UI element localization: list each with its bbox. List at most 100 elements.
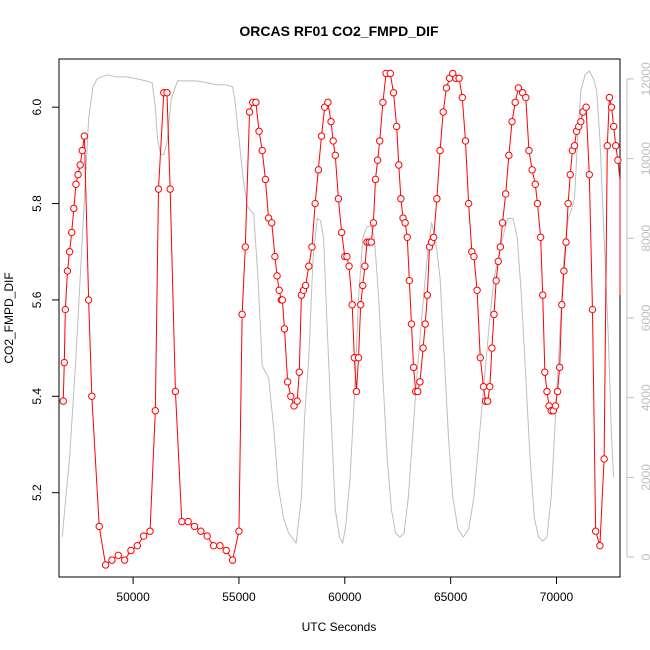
co2-point — [120, 556, 129, 564]
y-axis-label: CO2_FMPD_DIF — [2, 272, 16, 363]
y-tick-label: 5.8 — [30, 195, 44, 212]
co2-point — [558, 301, 566, 309]
co2-point — [356, 301, 365, 309]
co2-point — [533, 199, 542, 208]
x-tick-label: 50000 — [116, 590, 150, 604]
y-tick-label: 5.2 — [30, 484, 44, 501]
co2-point — [582, 103, 590, 111]
co2-point — [455, 74, 463, 82]
co2-point — [564, 199, 572, 208]
co2-point — [483, 397, 492, 405]
co2-point — [241, 243, 249, 251]
co2-point — [508, 117, 516, 126]
co2-point — [505, 151, 513, 160]
co2-point — [570, 142, 579, 150]
co2-point — [343, 252, 351, 261]
co2-point — [238, 310, 246, 319]
co2-point — [555, 363, 564, 372]
co2-point — [395, 161, 403, 169]
co2-point — [543, 387, 551, 396]
co2-point — [60, 358, 68, 367]
co2-point — [305, 262, 313, 270]
co2-point — [479, 382, 488, 391]
co2-point — [560, 267, 568, 275]
co2-point — [293, 397, 301, 405]
co2-line — [62, 72, 621, 566]
co2-point — [609, 122, 618, 131]
co2-point — [275, 286, 283, 294]
co2-point — [280, 325, 289, 333]
co2-point — [197, 527, 205, 535]
co2-point — [392, 122, 401, 131]
co2-point — [163, 89, 171, 97]
co2-point — [539, 291, 547, 299]
co2-point — [68, 228, 76, 237]
co2-point — [359, 281, 367, 290]
co2-point — [222, 546, 230, 555]
co2-point — [379, 98, 387, 107]
co2-point — [591, 527, 600, 535]
co2-point — [295, 368, 303, 376]
co2-point — [492, 276, 500, 285]
co2-point — [376, 137, 384, 145]
co2-point — [133, 541, 142, 550]
co2-point — [528, 166, 536, 174]
co2-point — [525, 146, 533, 155]
co2-point — [334, 195, 343, 203]
y2-tick-label: 12000 — [639, 62, 650, 96]
co2-point — [324, 98, 332, 107]
y-tick-label: 6.0 — [30, 99, 44, 116]
co2-point — [317, 132, 326, 140]
co2-point — [490, 310, 498, 319]
co2-point — [551, 402, 560, 410]
co2-point — [261, 175, 270, 184]
co2-point — [114, 551, 122, 560]
co2-point — [216, 541, 224, 550]
co2-point — [600, 455, 608, 463]
co2-point — [603, 142, 611, 150]
altitude-series — [61, 70, 615, 545]
co2-point — [522, 93, 530, 102]
co2-point — [403, 233, 411, 241]
co2-point — [268, 219, 276, 227]
y2-tick-label: 2000 — [639, 464, 650, 491]
co2-point — [473, 286, 481, 294]
co2-point — [271, 252, 279, 261]
co2-point — [367, 238, 375, 246]
co2-point — [488, 344, 496, 352]
co2-point — [63, 267, 72, 275]
co2-point — [70, 204, 78, 213]
y2-tick-label: 8000 — [639, 225, 650, 252]
co2-point — [331, 151, 339, 160]
co2-point — [397, 195, 405, 203]
co2-point — [361, 262, 369, 270]
co2-point — [252, 98, 260, 107]
y2-axis: 0 2000 4000 6000 8000 10000 12000 — [626, 62, 650, 560]
co2-point — [209, 541, 218, 550]
co2-point — [436, 146, 444, 155]
co2-point — [273, 272, 281, 280]
chart-title: ORCAS RF01 CO2_FMPD_DIF — [239, 23, 439, 39]
co2-point — [76, 161, 84, 169]
co2-point — [553, 387, 562, 396]
co2-point — [348, 301, 356, 309]
co2-point — [278, 296, 287, 304]
co2-point — [287, 392, 295, 401]
co2-point — [439, 108, 447, 116]
co2-point — [228, 556, 237, 564]
co2-point — [108, 556, 116, 564]
co2-point — [612, 142, 620, 150]
co2-point — [470, 252, 478, 261]
co2-point — [95, 522, 103, 531]
co2-point — [314, 166, 323, 174]
co2-point — [541, 368, 549, 376]
co2-point — [88, 392, 96, 401]
y2-tick-label: 10000 — [639, 142, 650, 176]
co2-point — [514, 84, 523, 92]
co2-point — [203, 532, 211, 540]
co2-point — [389, 89, 398, 97]
co2-point — [101, 561, 110, 569]
co2-point — [84, 296, 93, 304]
x-tick-label: 70000 — [540, 590, 574, 604]
co2-point — [245, 108, 254, 116]
